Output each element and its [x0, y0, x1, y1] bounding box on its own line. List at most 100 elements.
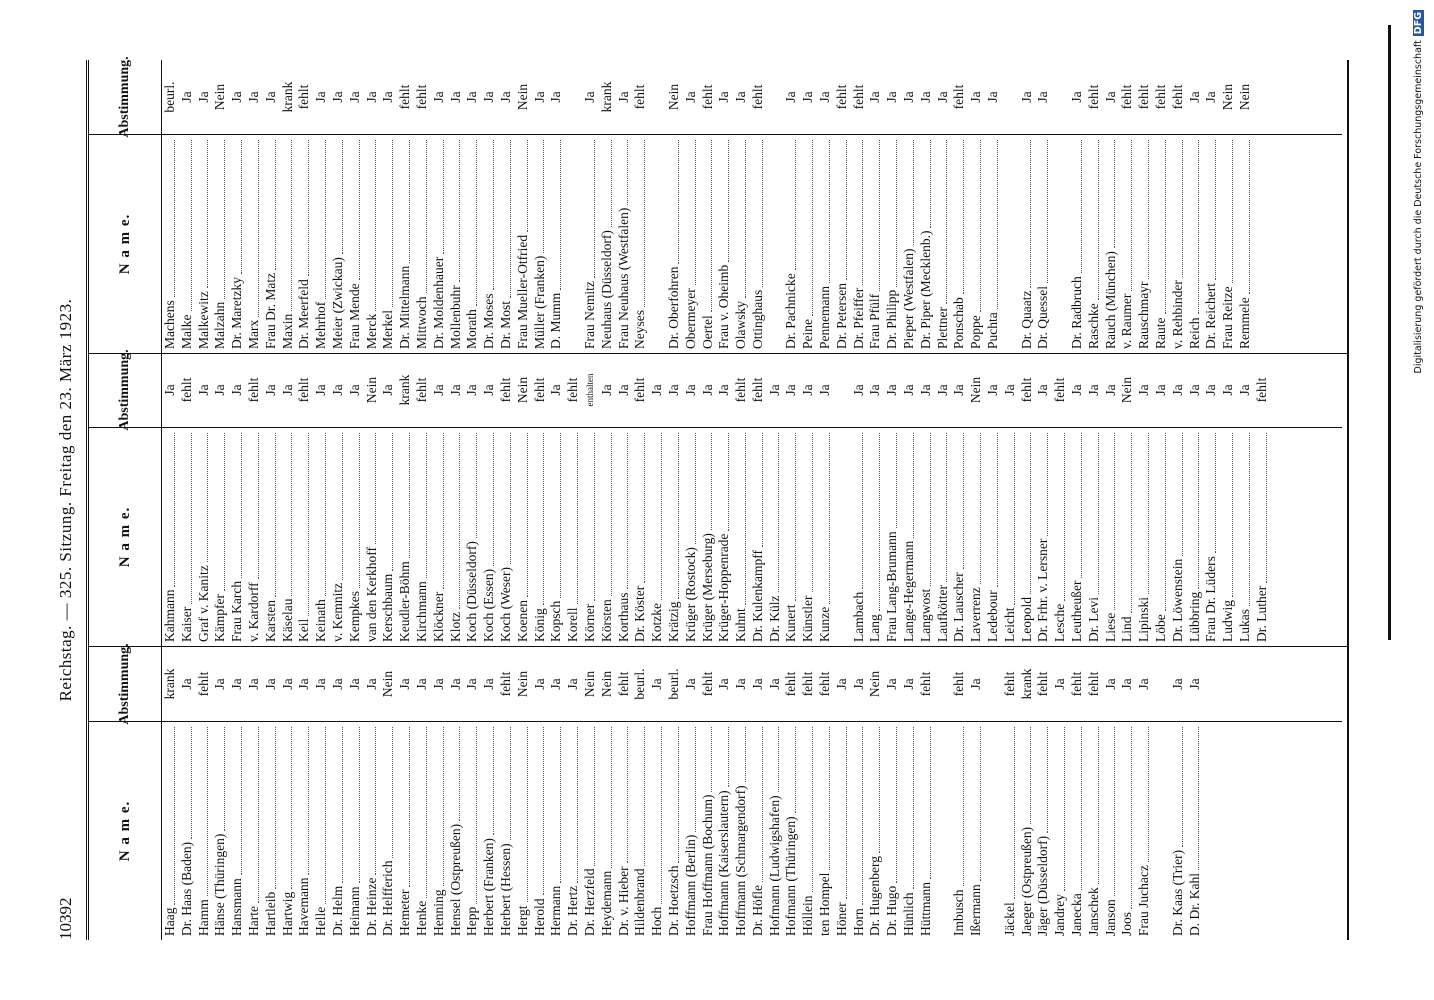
vote: fehlt — [296, 377, 312, 403]
vote: fehlt — [1153, 84, 1169, 110]
dot-leader — [1203, 140, 1217, 281]
page-title: Reichstag. — 325. Sitzung. Freitag den 2… — [56, 298, 75, 702]
name: Frau Lang-Brumann — [884, 531, 900, 642]
row: Malzahn Nein — [212, 60, 229, 353]
row: Horn Ja — [850, 647, 868, 940]
row: Lambach Ja — [850, 353, 868, 646]
vote: Nein — [1237, 83, 1252, 111]
dot-leader — [464, 433, 478, 539]
name: Frau Reitze — [1220, 286, 1236, 349]
row: Kaiser fehlt — [178, 353, 196, 646]
vote: Ja — [1203, 91, 1219, 103]
row: Janschek fehlt — [1085, 647, 1103, 940]
dot-leader — [649, 433, 662, 601]
name-header: N a m e. — [89, 427, 161, 646]
vote: Ja — [1136, 384, 1152, 396]
name-cell: Haag — [162, 721, 179, 940]
name-cell: Frau Hoffmann (Bochum) — [699, 721, 717, 940]
name-cell: Dr. Hugo — [884, 721, 901, 940]
dot-leader — [783, 727, 797, 814]
row: Dr. Luther fehlt — [1253, 353, 1271, 646]
row: Dr. Löwenstein Ja — [1169, 353, 1187, 646]
row: Janecka fehlt — [1069, 647, 1086, 940]
dot-leader — [514, 727, 528, 903]
vote: Ja — [968, 91, 984, 103]
name: Ledebour — [985, 590, 1001, 642]
dot-leader — [951, 433, 965, 570]
name-cell: Havemann — [296, 721, 313, 940]
dot-leader — [1169, 140, 1183, 278]
row: Obermeyer Ja — [682, 60, 700, 353]
vote: fehlt — [917, 671, 933, 697]
name-cell: Hofmann (Ludwigshafen) — [766, 721, 784, 940]
name-cell: Hansmann — [229, 721, 246, 940]
row: Hofmann (Thüringen) fehlt — [783, 647, 800, 940]
row: Kerschbaum Ja — [380, 353, 397, 646]
name-cell: Dr. Radbruch — [1069, 134, 1086, 353]
row: Koch (Essen) Ja — [481, 353, 498, 646]
dot-leader — [464, 727, 478, 904]
column-header: N a m e. Abstimmung. — [89, 643, 162, 940]
name: Dr. Hugo — [884, 885, 900, 936]
row: Krätzig Ja — [665, 353, 683, 646]
name-cell: Keil — [296, 427, 313, 646]
dot-leader — [1220, 140, 1233, 284]
name-cell: Hemeter — [397, 721, 414, 940]
row: Malke Ja — [178, 60, 196, 353]
row: Kunert Ja — [783, 353, 800, 646]
name: Ponschab — [951, 297, 967, 349]
dot-leader — [1119, 433, 1133, 614]
vote: fehlt — [699, 671, 715, 697]
name-cell: Marx — [245, 134, 263, 353]
vote: Nein — [581, 670, 597, 698]
row: Puchta Ja — [985, 60, 1002, 353]
vote: Ja — [279, 384, 295, 396]
dot-leader — [733, 140, 746, 298]
vote: Ja — [665, 384, 681, 396]
name: Hünlich — [901, 892, 917, 937]
name: Lambach — [850, 591, 866, 642]
row: Dr. Helm Ja — [329, 647, 347, 940]
name: Mollenbuhr — [447, 285, 463, 349]
name-cell: Kämpfer — [212, 427, 229, 646]
name-cell: Plettner — [934, 134, 952, 353]
dot-leader — [212, 433, 226, 592]
name: Dr. Löwenstein — [1169, 558, 1185, 642]
dot-leader — [968, 140, 982, 313]
row: Hensel (Ostpreußen) Ja — [447, 647, 465, 940]
dot-leader — [699, 433, 713, 531]
name-cell: König — [531, 427, 549, 646]
name: Koenen — [514, 600, 530, 642]
vote: fehlt — [1001, 671, 1017, 697]
name: Dr. Haas (Baden) — [178, 841, 194, 936]
name: Dr. Maretzky — [229, 277, 245, 349]
dot-leader — [783, 140, 797, 271]
name-cell: v. Kardorff — [245, 427, 263, 646]
name-cell: Frau Dr. Matz — [262, 134, 280, 353]
name-cell: Dr. Hertz — [565, 721, 582, 940]
name-cell: Frau Mueller-Otfried — [514, 134, 532, 353]
vote: krank — [162, 668, 177, 700]
vote: Ja — [313, 91, 329, 103]
vote: Nein — [665, 83, 681, 111]
vote: enthalten — [584, 373, 595, 407]
row: Hänse (Thüringen) Ja — [212, 647, 229, 940]
vote: Ja — [733, 91, 749, 103]
name-cell: Dr. Helm — [329, 721, 347, 940]
name-cell: Klotz — [447, 427, 465, 646]
vote: Ja — [531, 678, 547, 690]
row: Dr. Haas (Baden) Ja — [178, 647, 196, 940]
name: Kahmann — [162, 589, 177, 642]
row: v. Kemnitz Ja — [329, 353, 347, 646]
dot-leader — [1186, 140, 1200, 315]
name-cell: Olawsky — [733, 134, 750, 353]
name: Pieper (Westfalen) — [901, 248, 917, 350]
dot-leader — [682, 433, 696, 545]
dot-leader — [262, 140, 276, 270]
dot-leader — [985, 140, 998, 310]
vote-header: Abstimmung. — [117, 56, 132, 138]
name: Ottinghaus — [749, 289, 765, 349]
name-cell: Dr. Hoetzsch — [665, 721, 683, 940]
name-cell: Mehrhof — [313, 134, 330, 353]
name: Frau Neuhaus (Westfalen) — [615, 207, 631, 349]
